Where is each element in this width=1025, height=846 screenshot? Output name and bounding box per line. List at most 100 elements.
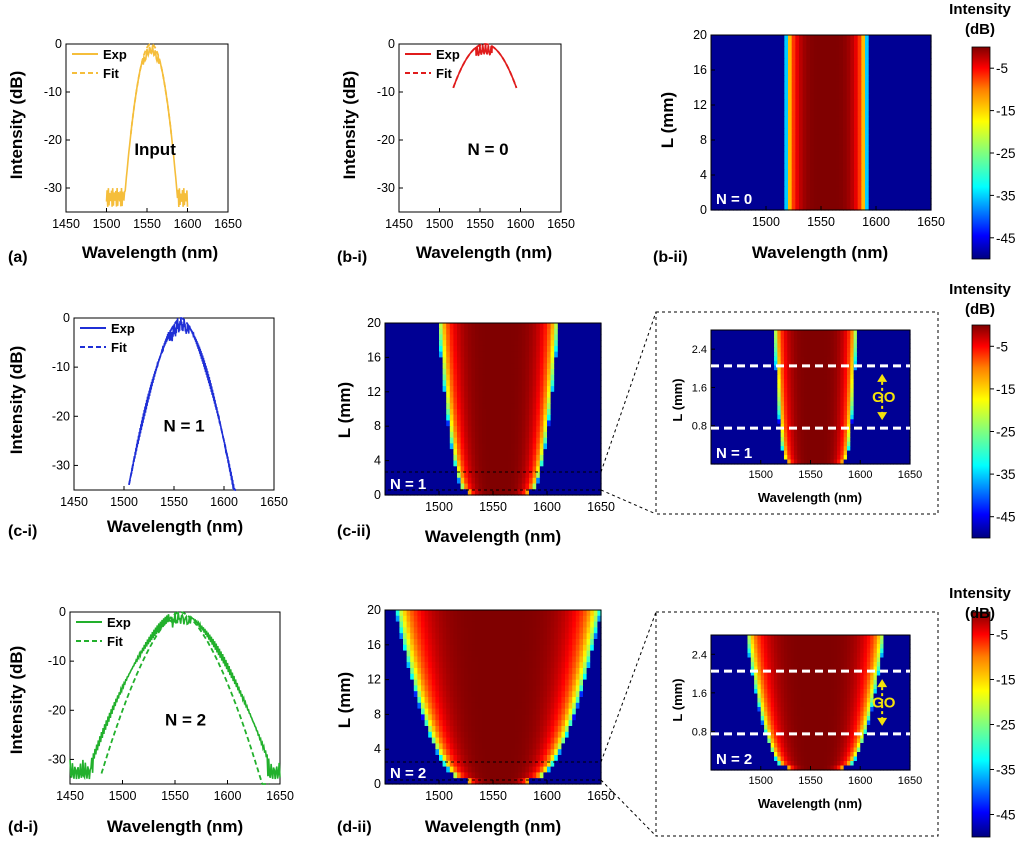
series-fit xyxy=(452,43,518,89)
x-tick-label: 1550 xyxy=(479,500,507,514)
colorbar-tick-label: -35 xyxy=(996,188,1016,203)
y-tick-label: 2.4 xyxy=(692,649,707,661)
x-tick-label: 1650 xyxy=(266,789,294,803)
series-exp xyxy=(128,317,236,491)
x-tick-label: 1600 xyxy=(533,789,561,803)
annotation: N = 2 xyxy=(716,751,752,768)
y-tick-label: 0 xyxy=(388,37,395,51)
panel-label: (b-ii) xyxy=(653,249,688,266)
x-tick-label: 1500 xyxy=(425,500,453,514)
series-fit xyxy=(129,43,173,135)
y-tick-label: -20 xyxy=(48,703,66,717)
go-arrow-head-up xyxy=(877,679,888,688)
colorbar-tick-label: -5 xyxy=(996,339,1008,354)
colorbar-unit: (dB) xyxy=(965,21,995,38)
annotation: N = 2 xyxy=(390,765,426,782)
colorbar-unit: (dB) xyxy=(965,301,995,318)
colorbar-unit: (dB) xyxy=(965,605,995,622)
x-tick-label: 1500 xyxy=(110,495,138,509)
go-arrow-head-up xyxy=(877,373,888,382)
x-tick-label: 1500 xyxy=(752,215,780,229)
y-tick-label: 0 xyxy=(59,605,66,619)
panel-d2: N = 2 1500 1550 1600 1650 0 4 8 12 16 20 Wavelength… xyxy=(335,603,615,836)
y-tick-label: -30 xyxy=(48,752,66,766)
y-tick-label: 8 xyxy=(374,707,381,721)
series-exp xyxy=(69,611,281,781)
colorbar-gradient xyxy=(971,46,991,260)
y-tick-label: -20 xyxy=(44,133,62,147)
annotation: N = 0 xyxy=(716,191,752,208)
x-tick-label: 1550 xyxy=(798,775,822,787)
x-tick-label: 1650 xyxy=(898,775,922,787)
heatmap-b2 xyxy=(711,35,932,211)
plot-frame xyxy=(65,43,229,213)
y-axis-label: L (mm) xyxy=(670,378,685,421)
y-axis-label: L (mm) xyxy=(658,92,677,148)
heatmap-d3 xyxy=(711,635,911,771)
zoom-d xyxy=(384,611,939,837)
annotation: N = 2 xyxy=(165,711,206,730)
x-tick-label: 1550 xyxy=(160,495,188,509)
plot-frame xyxy=(73,317,275,491)
heatmap-c3 xyxy=(711,330,911,465)
colorbar-tick-label: -35 xyxy=(996,467,1016,482)
zoom-c xyxy=(384,311,939,515)
panel-label: (c-i) xyxy=(8,523,37,540)
x-tick-label: 1550 xyxy=(798,469,822,481)
region-label: GO xyxy=(872,695,896,712)
panel-label: (d-ii) xyxy=(337,819,372,836)
y-tick-label: -10 xyxy=(48,654,66,668)
panel-d1: Exp Fit N = 2 1450 1500 1550 1600 1650 0 -10 -20 -3… xyxy=(7,605,294,836)
legend-entry: Exp xyxy=(107,615,131,630)
y-tick-label: 2.4 xyxy=(692,344,707,356)
x-tick-label: 1650 xyxy=(917,215,945,229)
annotation: N = 0 xyxy=(468,140,509,159)
colorbar-1: Intensity (dB) -5 -15 -25 -35 -45 xyxy=(949,281,1016,539)
y-tick-label: 16 xyxy=(693,63,707,77)
y-tick-label: 0 xyxy=(700,203,707,217)
panel-b1: Exp Fit N = 0 1450 1500 1550 1600 1650 0 -10 -20 -3… xyxy=(337,37,575,266)
panel-label: (b-i) xyxy=(337,249,367,266)
x-axis-label: Wavelength (nm) xyxy=(416,243,552,262)
colorbar-tick-label: -15 xyxy=(996,673,1016,688)
x-axis-label: Wavelength (nm) xyxy=(752,243,888,262)
y-tick-label: 0 xyxy=(374,488,381,502)
panel-c3: GO N = 1 1500 1550 1600 1650 0.8 1.6 2.4 Waveleng… xyxy=(670,329,922,505)
x-tick-label: 1600 xyxy=(214,789,242,803)
legend-entry: Fit xyxy=(111,340,128,355)
y-tick-label: 20 xyxy=(693,28,707,42)
y-tick-label: 12 xyxy=(367,385,381,399)
y-tick-label: 0 xyxy=(63,311,70,325)
y-axis-label: Intensity (dB) xyxy=(7,646,26,755)
x-tick-label: 1600 xyxy=(848,775,872,787)
y-tick-label: 20 xyxy=(367,603,381,617)
colorbar-title: Intensity xyxy=(949,585,1011,602)
y-axis-label: Intensity (dB) xyxy=(340,71,359,180)
y-tick-label: -30 xyxy=(44,181,62,195)
x-tick-label: 1500 xyxy=(426,217,454,231)
x-tick-label: 1550 xyxy=(466,217,494,231)
legend-entry: Exp xyxy=(436,47,460,62)
connector-top xyxy=(600,311,657,473)
y-tick-label: -10 xyxy=(52,360,70,374)
inset-frame xyxy=(655,611,939,837)
heatmap-c2 xyxy=(385,323,602,496)
x-tick-label: 1650 xyxy=(260,495,288,509)
colorbar-tick-label: -45 xyxy=(996,808,1016,823)
colorbar-title: Intensity xyxy=(949,281,1011,298)
x-tick-label: 1500 xyxy=(109,789,137,803)
colorbar-tick-label: -25 xyxy=(996,146,1016,161)
go-arrow-head-down xyxy=(877,412,888,421)
y-tick-label: -30 xyxy=(377,181,395,195)
x-tick-label: 1650 xyxy=(587,500,615,514)
colorbar-tick-label: -35 xyxy=(996,763,1016,778)
panel-a: Exp Fit Input 1450 1500 1550 1600 1650 0 -10 -20 -3… xyxy=(7,37,242,266)
colorbar-gradient xyxy=(971,324,991,539)
annotation: Input xyxy=(134,140,176,159)
connector-top xyxy=(600,611,657,763)
x-axis-label: Wavelength (nm) xyxy=(758,796,862,811)
y-tick-label: 16 xyxy=(367,350,381,364)
colorbar-tick-label: -5 xyxy=(996,628,1008,643)
x-tick-label: 1550 xyxy=(133,217,161,231)
